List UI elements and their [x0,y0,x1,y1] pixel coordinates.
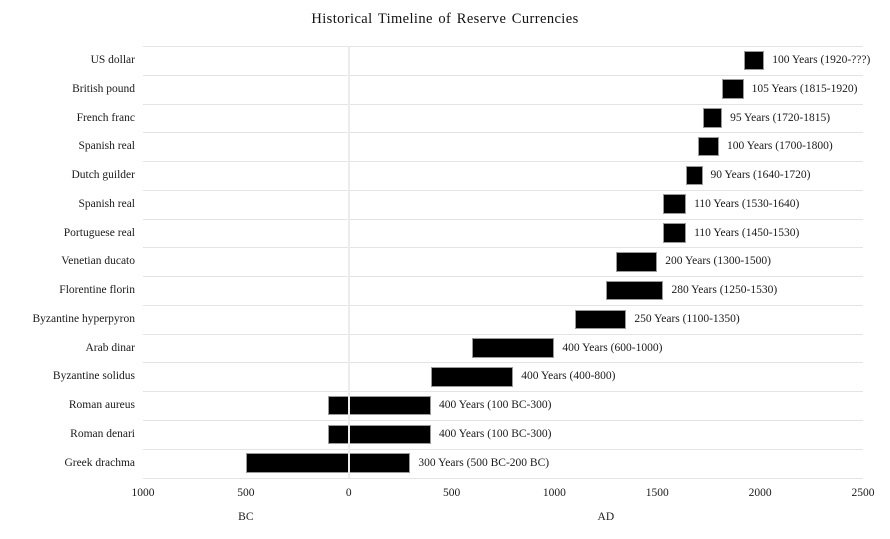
timeline-bar [605,280,664,301]
bar-annotation: 100 Years (1700-1800) [727,140,833,153]
category-label: Portuguese real [63,226,135,239]
timeline-bar [472,338,555,358]
timeline-bar [663,194,687,214]
grid-row-line [143,448,863,450]
x-tick-label: 500 [237,487,255,499]
grid-row-line [143,247,863,249]
timeline-bar [663,223,687,243]
category-label: Roman denari [70,427,135,440]
grid-row-line [143,189,863,191]
grid-row-line [143,362,863,364]
bar-annotation: 400 Years (600-1000) [562,341,663,354]
timeline-bar [616,252,658,272]
category-label: Dutch guilder [71,169,135,182]
bar-annotation: 110 Years (1530-1640) [694,197,800,210]
grid-row-line [143,304,863,306]
chart-title: Historical Timeline of Reserve Currencie… [311,11,579,27]
bar-annotation: 400 Years (100 BC-300) [439,427,552,440]
category-label: Roman aureus [68,399,135,412]
category-label: Byzantine hyperpyron [32,312,135,325]
bar-annotation: 250 Years (1100-1350) [634,312,740,325]
category-label: Florentine florin [59,284,135,297]
x-tick-label: 0 [345,487,352,499]
timeline-bar [702,108,723,128]
x-tick-label: 1000 [542,487,566,499]
bar-annotation: 105 Years (1815-1920) [751,82,858,95]
bar-annotation: 400 Years (100 BC-300) [439,399,552,412]
grid-row-line [143,161,863,163]
grid-row-line [143,132,863,134]
grid-row-line [143,391,863,393]
x-tick-label: 1000 [131,487,155,499]
era-label-bc: BC [238,511,254,523]
timeline-bar [722,79,744,99]
grid-row-line [143,419,863,421]
timeline-bar [328,424,431,445]
category-label: Spanish real [78,197,135,210]
category-label: Byzantine solidus [52,370,135,383]
era-label-ad: AD [597,511,615,523]
x-axis-line [143,477,863,479]
grid-row-line [143,218,863,220]
grid-row-line [143,74,863,76]
timeline-bar [743,50,765,71]
x-tick-label: 1500 [645,487,669,499]
grid-row-line [143,46,863,47]
category-label: Arab dinar [85,341,136,354]
timeline-bar [328,395,431,416]
timeline-bar [431,367,514,387]
category-label: French franc [76,111,135,124]
x-tick-label: 500 [442,487,461,499]
category-label: Spanish real [78,140,135,153]
category-label: Venetian ducato [61,255,135,268]
x-tick-label: 2000 [748,487,772,499]
bar-annotation: 110 Years (1450-1530) [694,226,800,239]
grid-row-line [143,333,863,335]
bar-annotation: 280 Years (1250-1530) [671,284,778,297]
zero-gridline [347,46,350,478]
category-label: British pound [72,82,135,95]
bar-annotation: 200 Years (1300-1500) [665,255,772,268]
grid-row-line [143,276,863,278]
bar-annotation: 95 Years (1720-1815) [730,111,831,124]
timeline-bar [686,165,703,186]
timeline-bar [575,309,627,330]
bar-annotation: 300 Years (500 BC-200 BC) [418,456,550,469]
timeline-bar [245,453,411,473]
bar-annotation: 90 Years (1640-1720) [710,169,811,182]
bar-annotation: 100 Years (1920-???) [772,54,871,66]
grid-row-line [143,103,863,105]
timeline-bar [698,136,719,157]
category-label: US dollar [90,54,135,66]
bar-annotation: 400 Years (400-800) [521,370,616,383]
x-tick-label: 2500 [851,487,875,499]
category-label: Greek drachma [64,456,135,469]
